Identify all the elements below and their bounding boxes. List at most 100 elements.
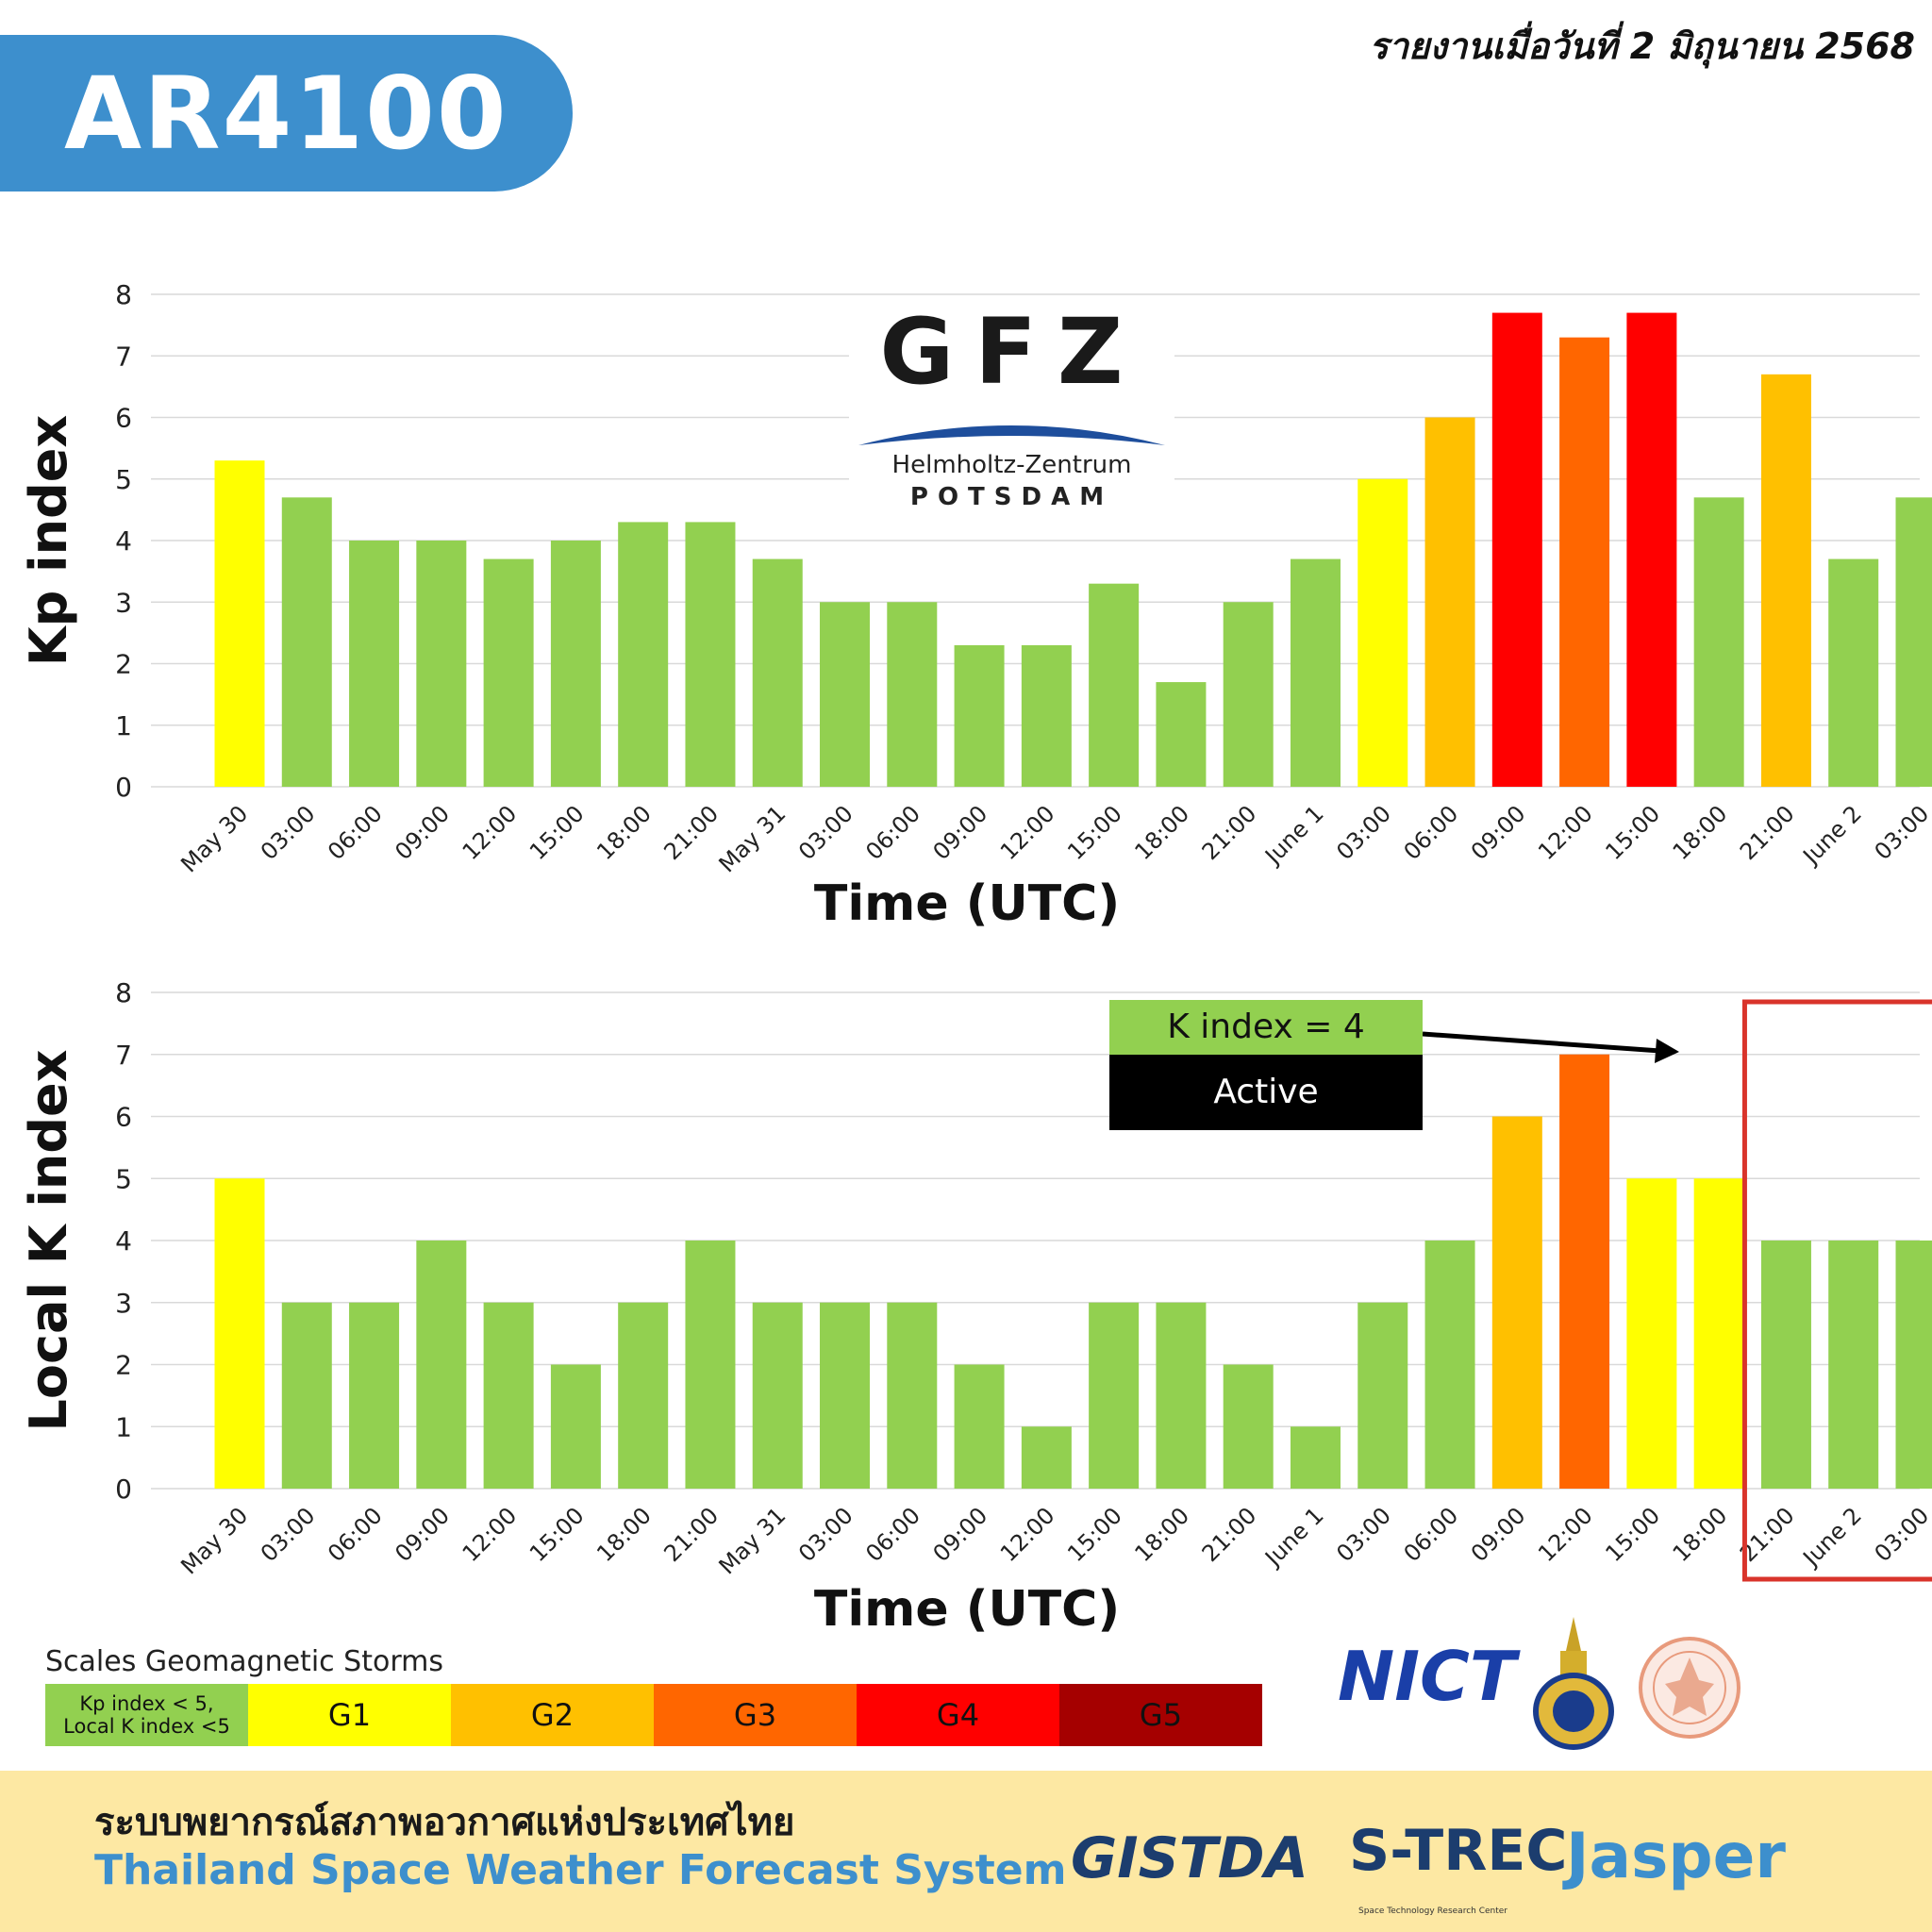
y-tick-label: 2	[115, 1350, 132, 1381]
legend-item-g2: G2	[451, 1684, 654, 1746]
x-tick-label: 06:00	[323, 1502, 388, 1567]
y-tick-label: 7	[115, 1040, 132, 1071]
x-tick-label: 09:00	[390, 800, 455, 865]
x-tick-label: 15:00	[1600, 1502, 1665, 1567]
y-tick-label: 5	[115, 1163, 132, 1194]
x-tick-label: 12:00	[458, 1502, 523, 1567]
gfz-logo-line1: Helmholtz-Zentrum	[891, 451, 1132, 479]
strec-logo-subtitle: Space Technology Research Center	[1358, 1907, 1507, 1916]
x-tick-label: June 1	[1258, 800, 1328, 870]
x-tick-label: 15:00	[525, 800, 590, 865]
y-tick-label: 6	[115, 403, 132, 434]
bar	[820, 1302, 871, 1489]
x-tick-label: 18:00	[1668, 1502, 1733, 1567]
x-axis-label: Time (UTC)	[814, 875, 1120, 932]
bar	[1223, 1364, 1274, 1489]
x-axis-label: Time (UTC)	[814, 1581, 1120, 1638]
bar	[1760, 374, 1811, 787]
bar	[214, 1178, 265, 1489]
nict-logo: NICT	[1338, 1637, 1516, 1716]
jasper-logo: Jasper	[1566, 1820, 1786, 1892]
x-tick-label: 12:00	[1533, 1502, 1598, 1567]
y-tick-label: 3	[115, 1288, 132, 1319]
x-tick-label: June 1	[1258, 1502, 1328, 1572]
footer-title-th: ระบบพยากรณ์สภาพอวกาศแห่งประเทศไทย	[94, 1801, 795, 1844]
annotation-arrow	[1422, 1031, 1661, 1054]
x-tick-label: 03:00	[1870, 800, 1932, 865]
x-tick-label: 21:00	[1197, 1502, 1262, 1567]
bar	[887, 602, 938, 787]
page-title: AR4100	[64, 56, 508, 172]
bar	[1693, 1178, 1744, 1489]
title-banner	[0, 35, 573, 192]
x-tick-label: May 30	[175, 800, 253, 877]
bar	[954, 1364, 1005, 1489]
bar	[349, 541, 400, 787]
x-tick-label: 03:00	[1870, 1502, 1932, 1567]
legend-item-g5: G5	[1059, 1684, 1262, 1746]
x-tick-label: 03:00	[793, 1502, 858, 1567]
x-tick-label: 21:00	[658, 1502, 724, 1567]
x-tick-label: 21:00	[1735, 800, 1800, 865]
bar	[1223, 602, 1274, 787]
bar	[416, 1241, 467, 1489]
bar	[752, 1302, 803, 1489]
bar	[1895, 1241, 1932, 1489]
y-axis-label: Local K index	[19, 1049, 78, 1431]
y-axis-label: Kp index	[19, 415, 78, 667]
bar	[281, 1302, 332, 1489]
x-tick-label: 09:00	[1466, 800, 1531, 865]
bar	[1021, 1426, 1072, 1489]
bar	[954, 644, 1005, 787]
bar	[1290, 558, 1341, 787]
y-tick-label: 2	[115, 649, 132, 680]
y-tick-label: 8	[115, 279, 132, 310]
bar	[1491, 312, 1542, 787]
bar	[416, 541, 467, 787]
y-tick-label: 5	[115, 464, 132, 495]
x-tick-label: 18:00	[591, 800, 657, 865]
bar	[1357, 478, 1408, 787]
bar	[1424, 1241, 1475, 1489]
x-tick-label: 03:00	[1331, 800, 1396, 865]
bar	[1693, 497, 1744, 787]
bar	[820, 602, 871, 787]
x-tick-label: 06:00	[323, 800, 388, 865]
bar	[1491, 1116, 1542, 1489]
bar	[887, 1302, 938, 1489]
report-date: รายงานเมื่อวันที่ 2 มิถุนายน 2568	[1369, 25, 1915, 67]
bar	[1424, 417, 1475, 787]
x-tick-label: 12:00	[1533, 800, 1598, 865]
x-tick-label: 06:00	[1399, 1502, 1464, 1567]
legend-item-quiet: Kp index < 5, Local K index <5	[45, 1684, 248, 1746]
x-tick-label: 03:00	[256, 1502, 321, 1567]
bar	[1626, 1178, 1677, 1489]
bar	[752, 558, 803, 787]
y-tick-label: 4	[115, 1225, 132, 1257]
storm-scale-legend: Kp index < 5, Local K index <5 G1 G2 G3 …	[45, 1684, 1262, 1746]
x-tick-label: 06:00	[1399, 800, 1464, 865]
bar	[281, 497, 332, 787]
x-tick-label: 12:00	[995, 1502, 1060, 1567]
bar	[1021, 644, 1072, 787]
strec-logo: S-TREC	[1349, 1818, 1568, 1884]
bar	[1357, 1302, 1408, 1489]
bar	[1559, 337, 1610, 787]
gfz-arc-icon	[858, 425, 1165, 445]
legend-item-g1: G1	[248, 1684, 451, 1746]
bar	[1559, 1054, 1610, 1489]
x-tick-label: 09:00	[928, 1502, 993, 1567]
gfz-logo-line2: POTSDAM	[909, 483, 1114, 511]
x-tick-label: 12:00	[458, 800, 523, 865]
bar	[483, 1302, 534, 1489]
legend-label-quiet: Kp index < 5, Local K index <5	[63, 1692, 230, 1738]
legend-item-g4: G4	[857, 1684, 1059, 1746]
bar	[1089, 583, 1140, 787]
bar	[1156, 682, 1207, 787]
bar	[1828, 1241, 1879, 1489]
bar	[550, 1364, 601, 1489]
y-tick-label: 4	[115, 525, 132, 557]
x-tick-label: 15:00	[1062, 800, 1127, 865]
bar	[618, 1302, 669, 1489]
gistda-logo: GISTDA	[1071, 1825, 1308, 1891]
